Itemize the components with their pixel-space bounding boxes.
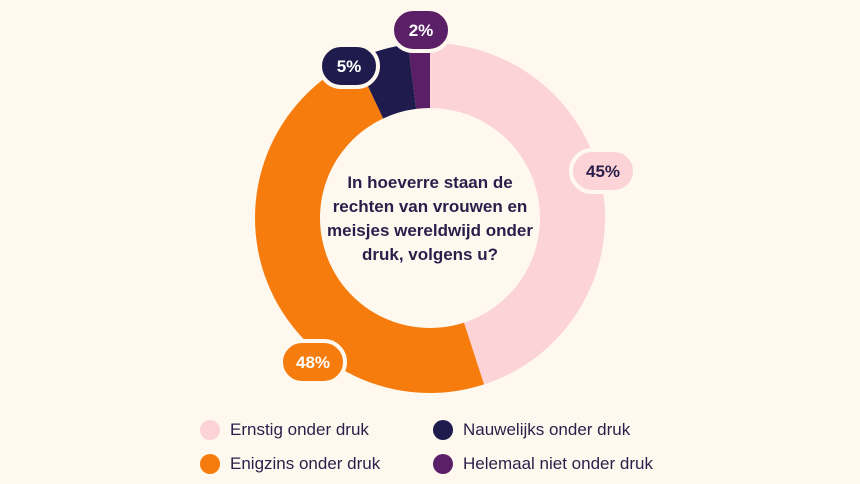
data-label-text: 48%	[296, 353, 330, 372]
chart-title-line: meisjes wereldwijd onder	[327, 221, 533, 240]
legend-label: Ernstig onder druk	[230, 420, 369, 439]
data-label-text: 5%	[337, 57, 362, 76]
data-label-pill	[318, 43, 380, 89]
legend: Ernstig onder druk Nauwelijks onder druk…	[200, 418, 720, 478]
data-label-2: 5%	[318, 43, 380, 89]
legend-swatch	[433, 454, 453, 474]
data-label-0: 45%	[569, 148, 637, 194]
slice-ernstig-onder-druk	[430, 43, 605, 385]
data-label-1: 48%	[279, 339, 347, 385]
data-label-pill	[569, 148, 637, 194]
data-label-pill	[279, 339, 347, 385]
legend-item-ernstig: Ernstig onder druk	[200, 420, 369, 440]
data-label-text: 2%	[409, 21, 434, 40]
legend-item-enigzins: Enigzins onder druk	[200, 454, 380, 474]
legend-label: Enigzins onder druk	[230, 454, 381, 473]
labels-layer: 45% 48% 5% 2%	[279, 7, 637, 385]
data-label-pill	[390, 7, 452, 53]
legend-item-nauwelijks: Nauwelijks onder druk	[433, 420, 630, 440]
legend-swatch	[433, 420, 453, 440]
donut-chart: 45% 48% 5% 2% In hoeverre staan de rechten v…	[255, 7, 637, 393]
legend-item-helemaal-niet: Helemaal niet onder druk	[433, 454, 653, 474]
legend-swatch	[200, 454, 220, 474]
chart-title-line: druk, volgens u?	[362, 245, 498, 264]
chart-title-line: In hoeverre staan de	[347, 173, 512, 192]
data-label-3: 2%	[390, 7, 452, 53]
slice-enigzins-onder-druk	[255, 59, 485, 393]
data-label-text: 45%	[586, 162, 620, 181]
slice-helemaal-niet-onder-druk	[408, 43, 430, 109]
chart-title-line: rechten van vrouwen en	[333, 197, 528, 216]
chart-title: In hoeverre staan de rechten van vrouwen …	[327, 173, 533, 264]
legend-label: Helemaal niet onder druk	[463, 454, 653, 473]
legend-swatch	[200, 420, 220, 440]
legend-label: Nauwelijks onder druk	[463, 420, 631, 439]
